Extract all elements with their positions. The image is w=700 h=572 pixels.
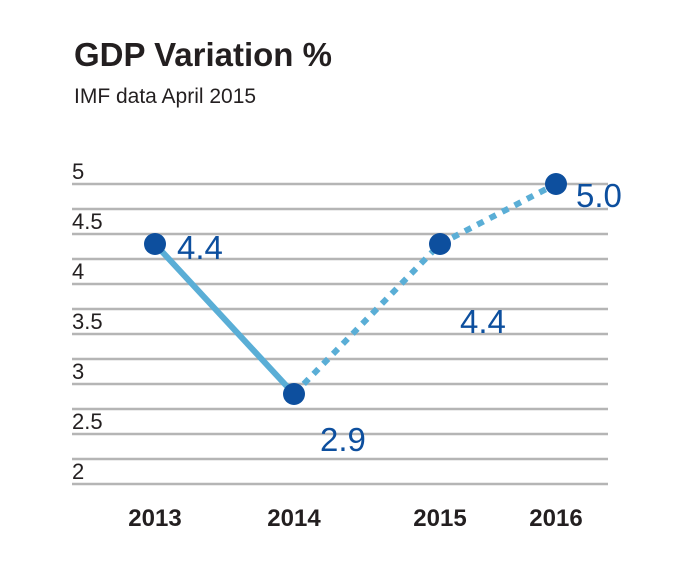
x-tick-label: 2014: [267, 505, 321, 532]
x-tick-label: 2016: [529, 505, 582, 532]
y-tick-label: 2.5: [72, 409, 103, 434]
y-tick-label: 4.5: [72, 209, 103, 234]
series-line: [152, 181, 558, 397]
series-markers: [144, 173, 567, 405]
data-label-2014: 2.9: [320, 421, 366, 458]
chart-subtitle: IMF data April 2015: [74, 85, 256, 108]
data-label-2015: 4.4: [460, 303, 506, 340]
x-axis-ticks: 2013 2014 2015 2016: [128, 505, 582, 532]
y-tick-label: 4: [72, 259, 84, 284]
data-point-2016: [545, 173, 567, 195]
x-tick-label: 2015: [413, 505, 466, 532]
x-tick-label: 2013: [128, 505, 181, 532]
data-point-2014: [283, 383, 305, 405]
y-tick-label: 3.5: [72, 309, 103, 334]
data-point-2013: [144, 233, 166, 255]
data-label-2016: 5.0: [576, 177, 622, 214]
data-labels: 4.4 2.9 4.4 5.0: [177, 177, 622, 458]
y-tick-label: 3: [72, 359, 84, 384]
y-axis-ticks: 5 4.5 4 3.5 3 2.5 2: [72, 159, 103, 484]
gridlines: [72, 182, 608, 486]
line-segment-1: [291, 241, 443, 397]
data-label-2013: 4.4: [177, 229, 223, 266]
y-tick-label: 2: [72, 459, 84, 484]
y-tick-label: 5: [72, 159, 84, 184]
line-segment-0: [152, 241, 297, 397]
chart-title: GDP Variation %: [74, 36, 332, 73]
data-point-2015: [429, 233, 451, 255]
